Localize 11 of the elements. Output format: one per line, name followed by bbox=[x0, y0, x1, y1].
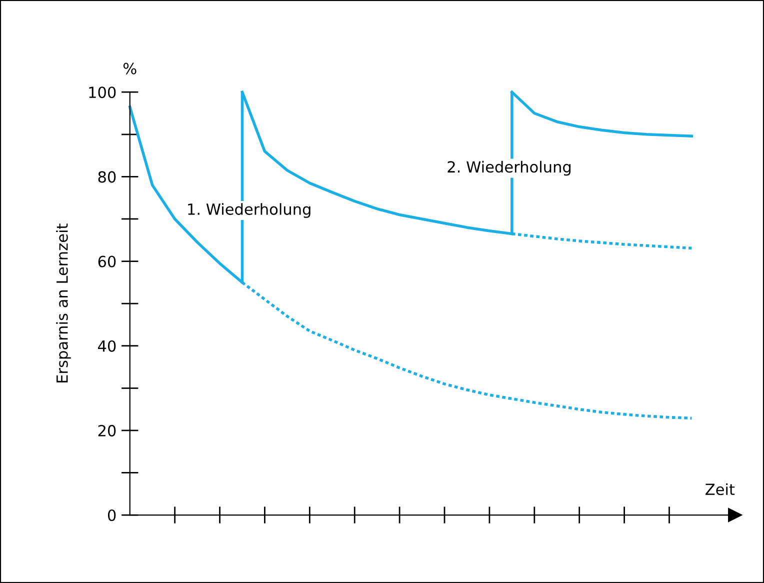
text: % bbox=[123, 62, 136, 74]
y-tick-label: 0 bbox=[108, 509, 116, 522]
y-tick-label: 40 bbox=[98, 340, 116, 352]
y-tick-label: 80 bbox=[98, 171, 116, 183]
y-axis-title: Ersparnis an Lernzeit bbox=[56, 224, 71, 382]
x-axis-title: Zeit bbox=[706, 483, 735, 496]
y-tick-label: 60 bbox=[98, 256, 116, 268]
annotation: 1. Wiederholung bbox=[188, 203, 310, 218]
y-tick-label: 20 bbox=[98, 424, 116, 436]
annotation: 2. Wiederholung bbox=[448, 160, 571, 176]
y-tick-label: 100 bbox=[89, 86, 116, 98]
